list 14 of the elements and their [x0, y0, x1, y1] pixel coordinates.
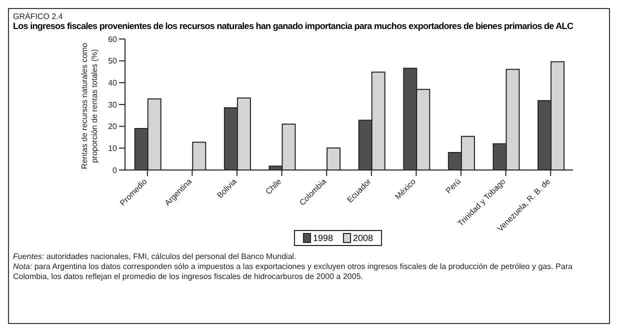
y-tick-label: 30 [108, 100, 118, 110]
y-tick-label: 10 [108, 144, 118, 154]
y-tick-label: 50 [108, 56, 118, 66]
y-tick-label: 60 [108, 34, 118, 44]
y-axis-title: Rentas de recursos naturales como proporción de rentas totales (%) [80, 42, 100, 172]
chart-title: Los ingresos fiscales provenientes de los recursos naturales han ganado importancia para muchos exportadores de bienes primarios de ALC [13, 21, 574, 31]
y-tick-label: 0 [112, 166, 118, 175]
source-note: Fuentes: autoridades nacionales, FMI, cálculos del personal del Banco Mundial. [13, 252, 298, 262]
legend-label: 1998 [312, 233, 333, 243]
y-tick-label: 20 [108, 122, 118, 132]
legend-label: 2008 [352, 233, 374, 243]
text: GRÁFICO 2.4 [13, 12, 64, 21]
text: Nota: para Argentina los datos corresponden sólo a impuestos a las exportaciones y excluyen otros ingresos fiscales de la producción de petróleo y gas. Para Colombia, los datos reflejan el promedio de los ingresos fiscales de hidrocarburos de 2000 a 2005. [13, 262, 574, 282]
y-tick-label: 40 [108, 78, 118, 88]
